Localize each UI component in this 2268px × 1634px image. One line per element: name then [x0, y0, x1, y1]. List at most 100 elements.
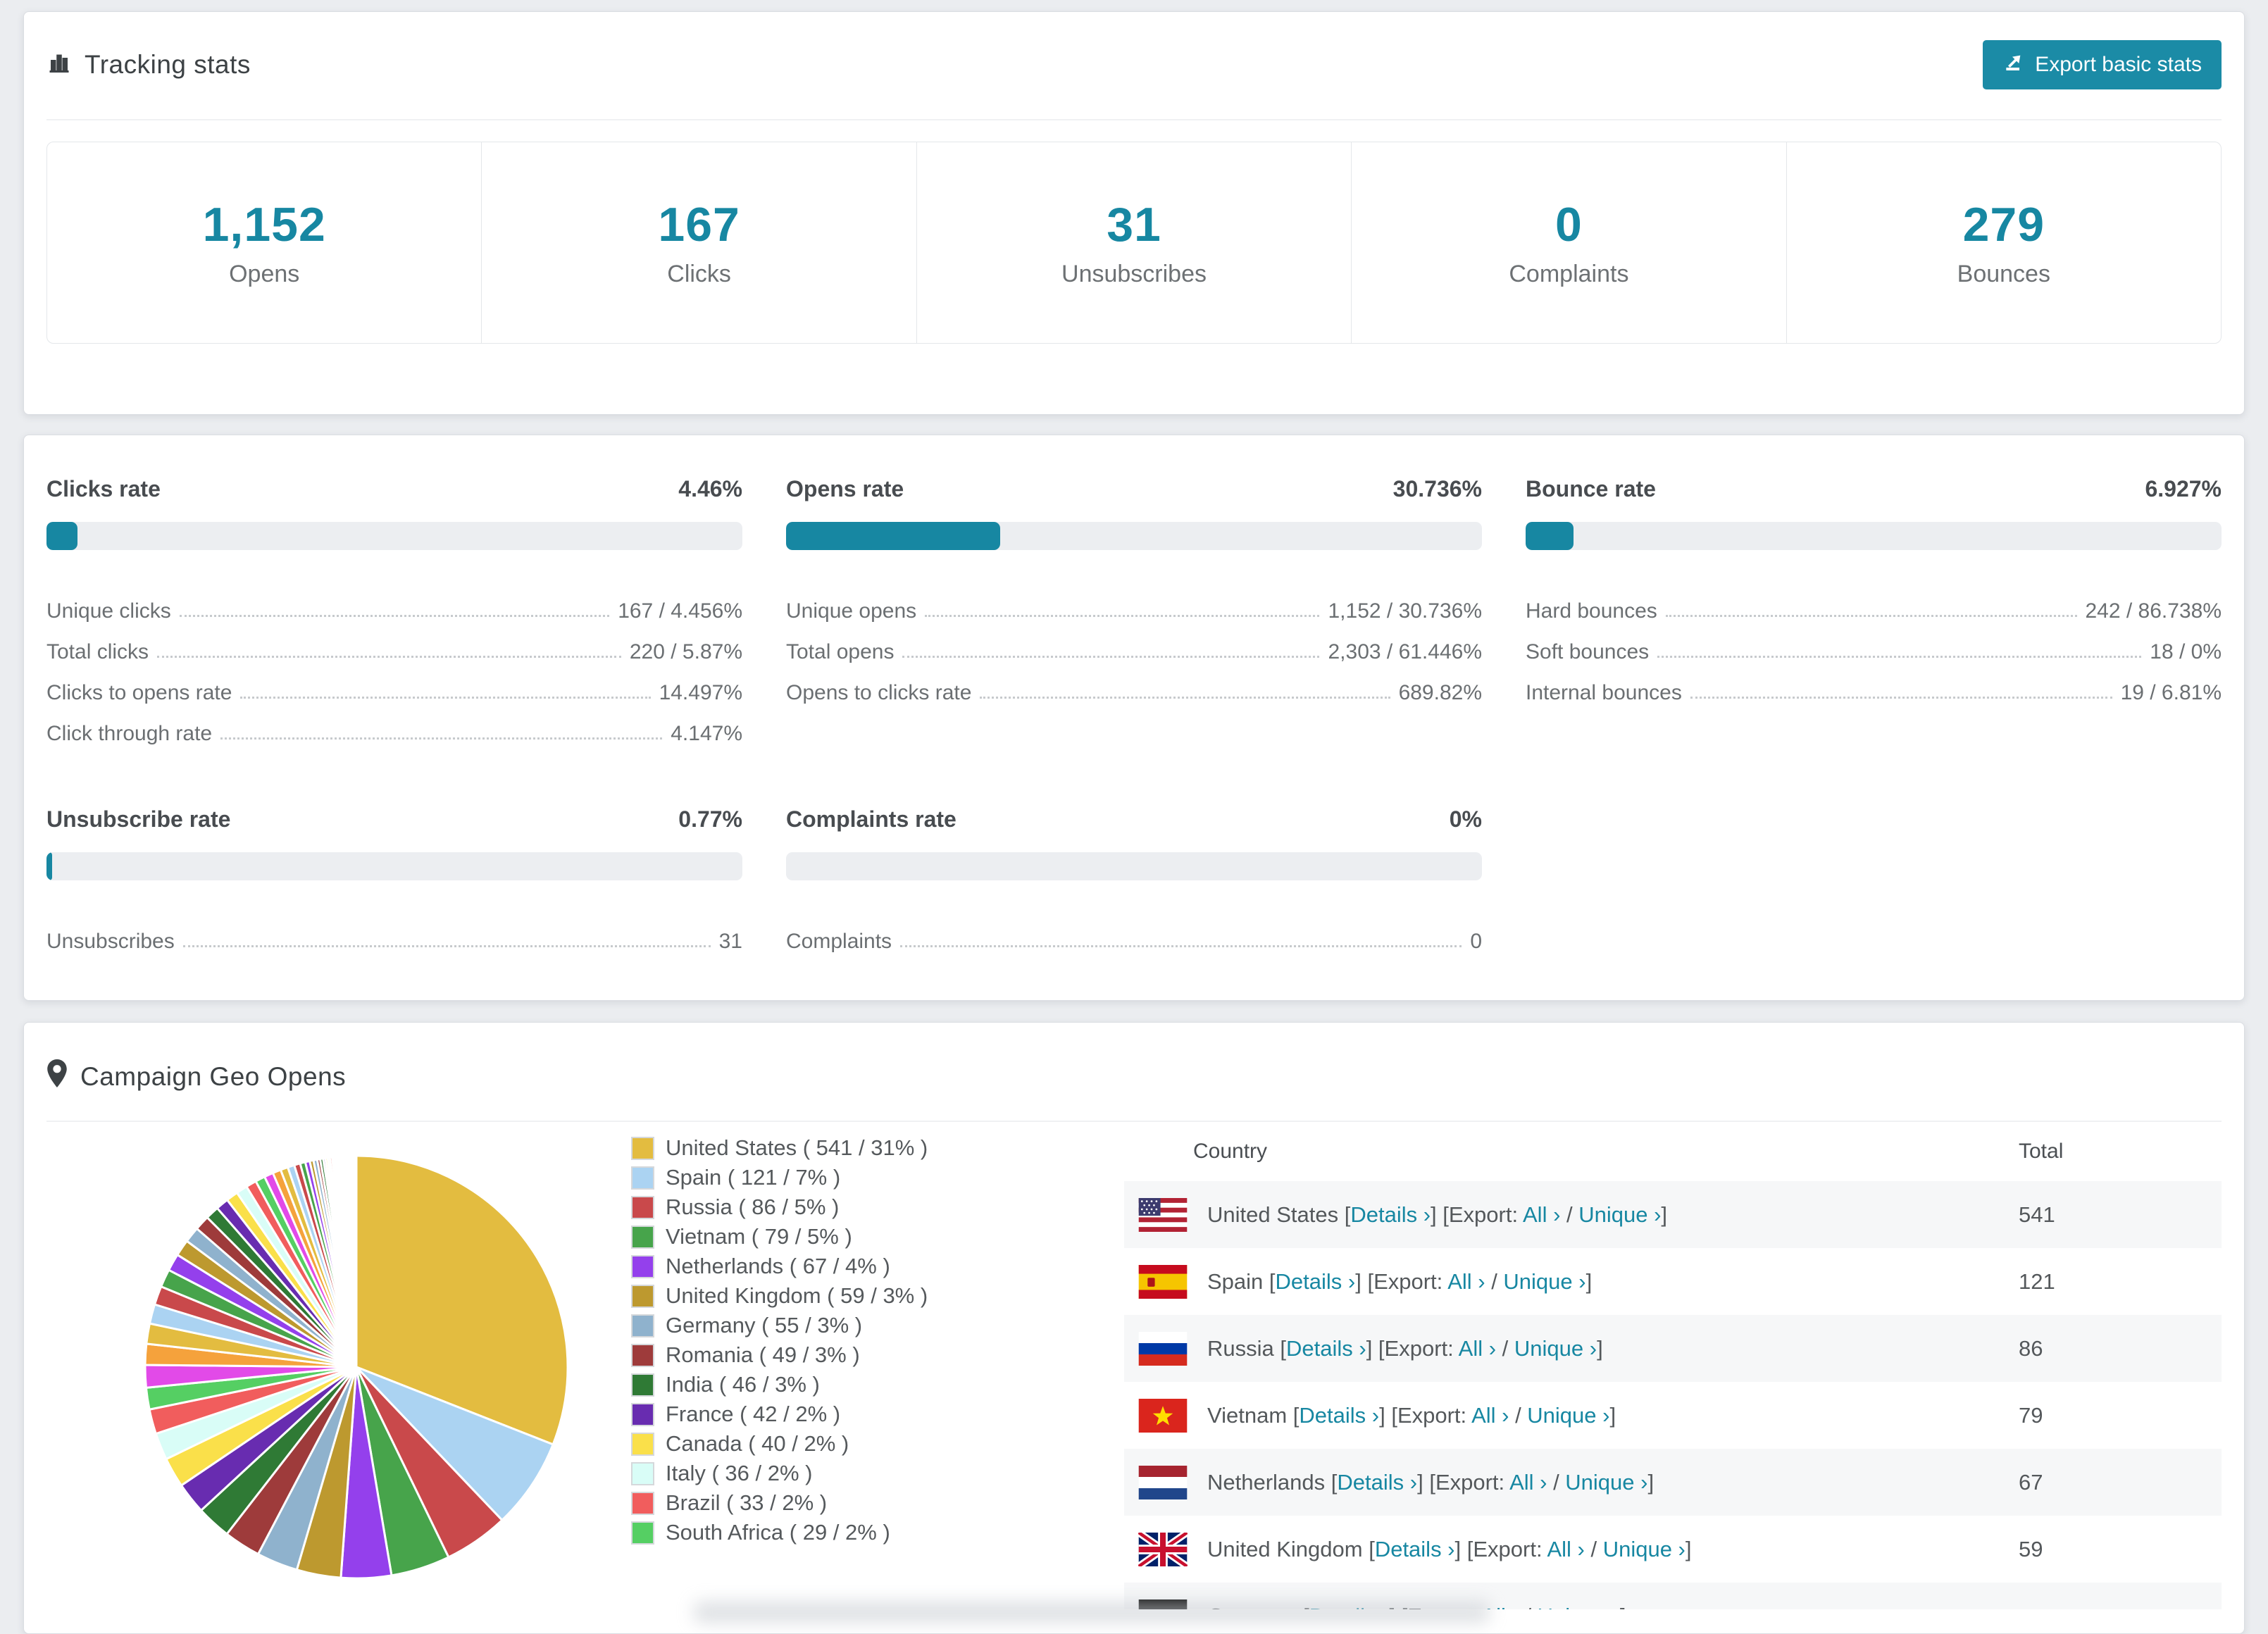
- details-link[interactable]: Details ›: [1350, 1202, 1431, 1227]
- rate-detail-value: 4.147%: [671, 722, 742, 745]
- rate-opens-value: 30.736%: [1392, 476, 1482, 501]
- details-link[interactable]: Details ›: [1374, 1536, 1455, 1561]
- legend-swatch: [631, 1343, 654, 1367]
- rate-complaints-title: Complaints rate: [786, 806, 957, 832]
- legend-label: South Africa ( 29 / 2% ): [666, 1520, 890, 1545]
- rate-detail-label: Soft bounces: [1526, 640, 1650, 663]
- legend-label: Italy ( 36 / 2% ): [666, 1461, 813, 1485]
- tracking-stats-panel: Tracking stats Export basic stats 1,152 O…: [23, 11, 2245, 415]
- export-unique-link[interactable]: Unique ›: [1538, 1604, 1620, 1610]
- rate-clicks-progress-fill: [46, 522, 78, 550]
- divider: [46, 1121, 2222, 1122]
- details-link[interactable]: Details ›: [1275, 1268, 1356, 1294]
- tracking-stats-title: Tracking stats: [46, 49, 251, 81]
- legend-label: Canada ( 40 / 2% ): [666, 1431, 849, 1456]
- rate-detail-row: Internal bounces 19 / 6.81%: [1526, 664, 2222, 705]
- flag-es-icon: [1138, 1264, 1188, 1299]
- dotted-leader: [182, 945, 711, 947]
- rate-clicks-value: 4.46%: [678, 476, 742, 501]
- legend-item[interactable]: Romania ( 49 / 3% ): [631, 1340, 1124, 1370]
- rate-bounce-value: 6.927%: [2145, 476, 2222, 501]
- legend-item[interactable]: Canada ( 40 / 2% ): [631, 1429, 1124, 1459]
- export-all-link[interactable]: All ›: [1458, 1335, 1497, 1361]
- legend-swatch: [631, 1195, 654, 1219]
- rate-clicks-header: Clicks rate 4.46%: [46, 476, 742, 502]
- rate-detail-row: Soft bounces 18 / 0%: [1526, 623, 2222, 664]
- summary-card-label: Unsubscribes: [1061, 261, 1207, 287]
- legend-item[interactable]: United States ( 541 / 31% ): [631, 1133, 1124, 1163]
- dotted-leader: [902, 656, 1320, 658]
- bottom-shadow: [694, 1602, 1490, 1623]
- rate-detail-row: Clicks to opens rate 14.497%: [46, 664, 742, 705]
- legend-swatch: [631, 1521, 654, 1545]
- export-unique-link[interactable]: Unique ›: [1578, 1202, 1662, 1227]
- geo-table: Country Total United States [Details ›] …: [1124, 1122, 2222, 1609]
- details-link[interactable]: Details ›: [1337, 1469, 1418, 1495]
- rate-detail-label: Click through rate: [46, 722, 213, 745]
- export-all-link[interactable]: All ›: [1471, 1402, 1509, 1428]
- export-all-link[interactable]: All ›: [1523, 1202, 1561, 1227]
- map-pin-icon: [46, 1059, 68, 1094]
- country-name: Russia: [1207, 1335, 1281, 1361]
- flag-gb-icon: [1138, 1532, 1188, 1566]
- export-unique-link[interactable]: Unique ›: [1527, 1402, 1610, 1428]
- legend-item[interactable]: India ( 46 / 3% ): [631, 1370, 1124, 1399]
- export-unique-link[interactable]: Unique ›: [1565, 1469, 1648, 1495]
- rate-bounce-header: Bounce rate 6.927%: [1526, 476, 2222, 502]
- export-basic-stats-button[interactable]: Export basic stats: [1983, 40, 2222, 89]
- rate-detail-value: 19 / 6.81%: [2120, 681, 2222, 704]
- export-all-link[interactable]: All ›: [1447, 1268, 1485, 1294]
- pie-slice[interactable]: [355, 1366, 555, 1522]
- legend-item[interactable]: Germany ( 55 / 3% ): [631, 1311, 1124, 1340]
- legend-item[interactable]: Vietnam ( 79 / 5% ): [631, 1222, 1124, 1252]
- country-cell: Vietnam [Details ›] [Export: All › / Uni…: [1207, 1402, 1616, 1428]
- summary-card-value: 167: [658, 198, 740, 251]
- legend-item[interactable]: Italy ( 36 / 2% ): [631, 1459, 1124, 1488]
- geo-table-row: Vietnam [Details ›] [Export: All › / Uni…: [1124, 1382, 2222, 1449]
- rate-detail-value: 689.82%: [1398, 681, 1482, 704]
- rate-detail-value: 220 / 5.87%: [629, 640, 742, 663]
- dotted-leader: [925, 615, 1320, 617]
- country-cell: Spain [Details ›] [Export: All › / Uniqu…: [1207, 1268, 1593, 1294]
- flag-us-icon: [1138, 1197, 1188, 1232]
- export-all-link[interactable]: All ›: [1547, 1536, 1585, 1561]
- rate-unsubscribe: Unsubscribe rate 0.77% Unsubscribes 31: [46, 806, 742, 954]
- legend-item[interactable]: Russia ( 86 / 5% ): [631, 1192, 1124, 1222]
- legend-item[interactable]: France ( 42 / 2% ): [631, 1399, 1124, 1429]
- total-cell: 59: [2019, 1536, 2043, 1561]
- legend-label: Germany ( 55 / 3% ): [666, 1313, 863, 1337]
- legend-label: Vietnam ( 79 / 5% ): [666, 1224, 852, 1249]
- country-name: United Kingdom: [1207, 1536, 1369, 1561]
- legend-item[interactable]: South Africa ( 29 / 2% ): [631, 1518, 1124, 1547]
- legend-item[interactable]: Spain ( 121 / 7% ): [631, 1163, 1124, 1192]
- export-unique-link[interactable]: Unique ›: [1514, 1335, 1597, 1361]
- legend-item[interactable]: United Kingdom ( 59 / 3% ): [631, 1281, 1124, 1311]
- details-link[interactable]: Details ›: [1286, 1335, 1366, 1361]
- legend-item[interactable]: Netherlands ( 67 / 4% ): [631, 1252, 1124, 1281]
- legend-swatch: [631, 1284, 654, 1308]
- rate-detail-value: 242 / 86.738%: [2085, 599, 2222, 623]
- bar-chart-icon: [46, 49, 72, 81]
- export-all-link[interactable]: All ›: [1509, 1469, 1547, 1495]
- pie-slice[interactable]: [355, 1154, 569, 1446]
- total-column-header: Total: [2019, 1140, 2064, 1163]
- legend-item[interactable]: Brazil ( 33 / 2% ): [631, 1488, 1124, 1518]
- rate-detail-label: Unique clicks: [46, 599, 171, 623]
- geo-table-header: Country Total: [1124, 1122, 2222, 1181]
- export-unique-link[interactable]: Unique ›: [1503, 1268, 1586, 1294]
- export-all-link[interactable]: All ›: [1481, 1604, 1519, 1610]
- rate-opens: Opens rate 30.736% Unique opens 1,152 / 30.…: [786, 476, 1482, 746]
- rate-detail-value: 167 / 4.456%: [618, 599, 742, 623]
- summary-card-label: Opens: [229, 261, 300, 287]
- geo-table-row: United States [Details ›] [Export: All ›…: [1124, 1181, 2222, 1248]
- flag-nl-icon: [1138, 1465, 1188, 1499]
- rate-bounce-progress-fill: [1526, 522, 1574, 550]
- legend-swatch: [631, 1314, 654, 1337]
- country-name: Netherlands: [1207, 1469, 1331, 1495]
- summary-card-label: Bounces: [1957, 261, 2050, 287]
- rate-detail-value: 0: [1470, 930, 1482, 953]
- export-unique-link[interactable]: Unique ›: [1602, 1536, 1686, 1561]
- geo-table-row: Netherlands [Details ›] [Export: All › /…: [1124, 1449, 2222, 1516]
- legend-label: India ( 46 / 3% ): [666, 1372, 820, 1397]
- details-link[interactable]: Details ›: [1299, 1402, 1380, 1428]
